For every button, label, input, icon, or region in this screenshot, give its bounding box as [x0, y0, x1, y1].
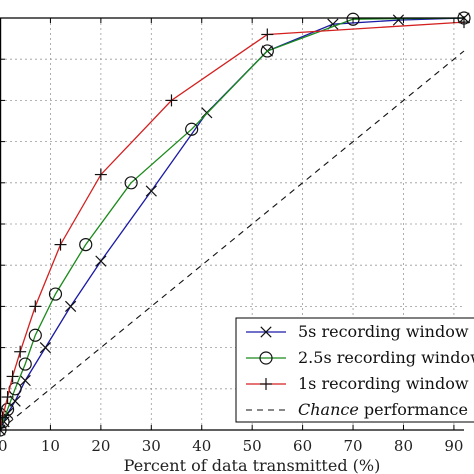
point-circle-marker	[124, 176, 138, 190]
legend-entry: Chance performance	[246, 400, 468, 419]
point-circle-marker	[260, 44, 274, 58]
point-circle-marker	[48, 287, 63, 301]
point-circle-marker	[185, 122, 199, 136]
x-tick-label: 0	[0, 437, 8, 455]
point-x-marker	[19, 374, 31, 387]
series-line	[0, 17, 465, 431]
chance-reference-line	[0, 50, 465, 431]
legend-label: 2.5s recording window	[298, 348, 474, 367]
x-tick-label: 60	[293, 437, 312, 455]
x-tick-label: 80	[394, 437, 413, 455]
x-tick-label: 10	[41, 437, 60, 455]
point-plus-marker	[260, 378, 272, 390]
x-tick-label: 40	[192, 437, 211, 455]
point-x-marker	[0, 424, 6, 436]
point-circle-marker	[259, 351, 273, 365]
point-circle-marker	[18, 357, 32, 371]
x-tick-label: 70	[343, 437, 362, 455]
point-plus-marker	[29, 300, 42, 313]
point-x-marker	[145, 185, 157, 197]
legend-entry: 2.5s recording window	[246, 348, 474, 367]
point-plus-marker	[261, 28, 274, 41]
legend-entry: 5s recording window	[246, 322, 469, 341]
point-x-marker	[39, 341, 52, 354]
point-plus-marker	[165, 94, 178, 107]
point-plus-marker	[0, 411, 9, 424]
legend: 5s recording window 2.5s recording window…	[235, 317, 474, 423]
legend-label: 5s recording window	[298, 322, 469, 341]
x-tick-label: 50	[243, 437, 262, 455]
point-plus-marker	[14, 345, 27, 358]
x-tick-labels: 0 10 20 30 40 50 60 70 80 90	[0, 437, 463, 455]
point-circle-marker	[346, 12, 360, 26]
series-+	[0, 16, 470, 436]
point-x-marker	[260, 326, 272, 338]
point-plus-marker	[54, 238, 67, 251]
point-plus-marker	[94, 168, 107, 181]
series-line-chance	[0, 50, 465, 431]
legend-label-rest: performance	[359, 400, 468, 419]
point-plus-marker	[1, 391, 14, 404]
axes	[0, 17, 464, 431]
x-tick-label: 20	[91, 437, 110, 455]
x-tick-label: 90	[444, 437, 463, 455]
point-circle-marker	[79, 238, 93, 252]
x-tick-label: 30	[142, 437, 161, 455]
x-axis-label: Percent of data transmitted (%)	[124, 456, 381, 474]
point-x-marker	[64, 300, 77, 313]
point-circle-marker	[28, 328, 42, 342]
point-x-marker	[95, 255, 107, 267]
point-circle-marker	[0, 402, 15, 416]
point-x-marker	[392, 14, 405, 26]
legend-label: Chance performance	[298, 400, 468, 419]
point-plus-marker	[6, 370, 19, 383]
legend-box	[235, 317, 474, 423]
legend-label-italic: Chance	[298, 400, 359, 419]
legend-label: 1s recording window	[298, 374, 469, 393]
legend-entry: 1s recording window	[246, 374, 469, 393]
